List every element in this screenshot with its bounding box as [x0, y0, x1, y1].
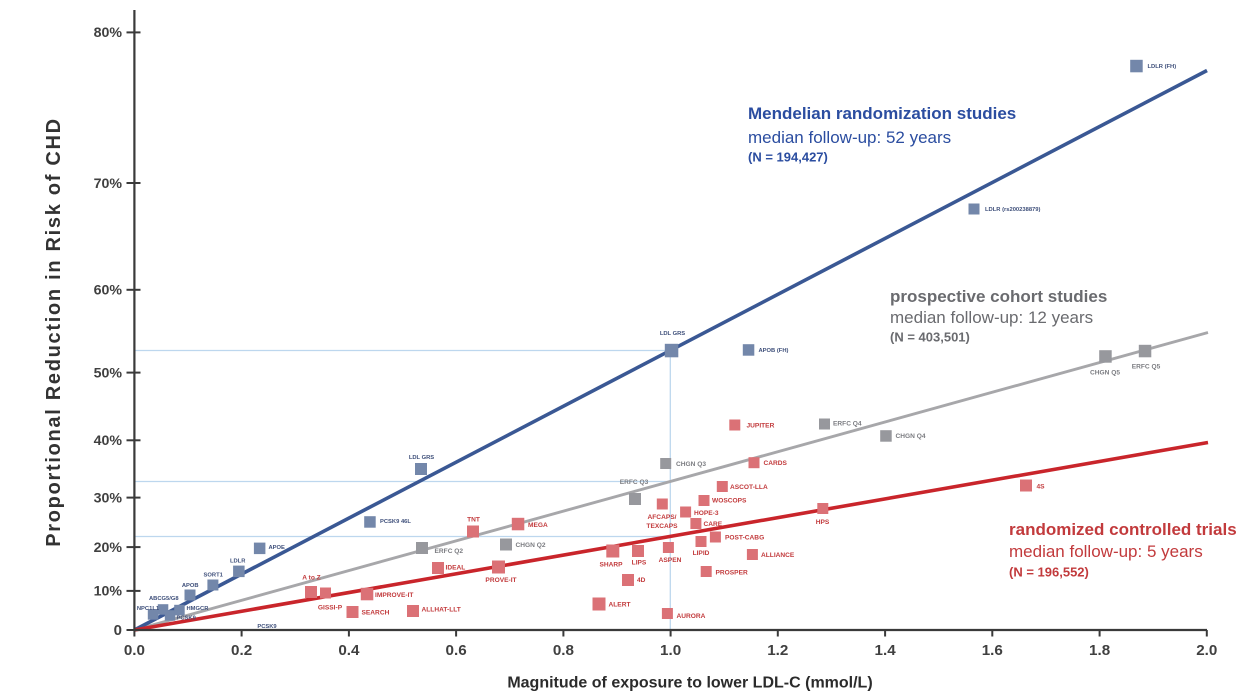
svg-text:80%: 80% [94, 25, 123, 41]
svg-text:1.8: 1.8 [1089, 642, 1110, 659]
svg-text:GISSI-P: GISSI-P [318, 604, 343, 611]
svg-text:4D: 4D [637, 577, 646, 584]
svg-text:ASPEN: ASPEN [659, 557, 682, 564]
svg-text:SHARP: SHARP [599, 561, 623, 568]
svg-text:AFCAPS/: AFCAPS/ [648, 514, 677, 521]
svg-text:LDLR (FH): LDLR (FH) [1148, 64, 1177, 70]
svg-text:TEXCAPS: TEXCAPS [646, 523, 678, 530]
svg-text:HPS: HPS [816, 519, 830, 526]
svg-text:MEGA: MEGA [528, 522, 548, 529]
svg-text:60%: 60% [94, 283, 123, 299]
svg-text:CHGN Q5: CHGN Q5 [1090, 369, 1120, 376]
svg-text:PCSK9: PCSK9 [177, 615, 197, 621]
svg-text:ABCG5/G8: ABCG5/G8 [149, 596, 179, 602]
svg-text:LDL GRS: LDL GRS [409, 455, 434, 461]
svg-text:0.8: 0.8 [553, 642, 574, 659]
svg-text:0.4: 0.4 [338, 642, 360, 659]
svg-text:LIPID: LIPID [693, 550, 710, 557]
svg-text:prospective cohort studies: prospective cohort studies [890, 287, 1107, 306]
svg-text:NPC1L1: NPC1L1 [137, 606, 160, 612]
svg-text:2.0: 2.0 [1196, 642, 1217, 659]
svg-text:WOSCOPS: WOSCOPS [712, 497, 747, 504]
svg-text:HOPE-3: HOPE-3 [694, 510, 719, 517]
svg-text:Magnitude of exposure to lower: Magnitude of exposure to lower LDL-C (mm… [507, 675, 872, 692]
svg-text:APOB: APOB [182, 583, 199, 589]
svg-text:0.0: 0.0 [124, 642, 145, 659]
svg-text:50%: 50% [94, 365, 123, 381]
svg-text:1.0: 1.0 [660, 642, 681, 659]
svg-text:10%: 10% [94, 584, 123, 600]
svg-text:ALLIANCE: ALLIANCE [761, 552, 795, 559]
svg-text:HMGCR: HMGCR [187, 606, 210, 612]
svg-text:1.4: 1.4 [875, 642, 897, 659]
svg-text:ERFC Q3: ERFC Q3 [620, 479, 649, 486]
svg-text:70%: 70% [94, 176, 123, 192]
svg-text:ALLHAT-LLT: ALLHAT-LLT [422, 606, 461, 613]
svg-text:median follow-up: 5 years: median follow-up: 5 years [1009, 542, 1203, 561]
svg-text:median follow-up: 12 years: median follow-up: 12 years [890, 308, 1093, 327]
svg-text:median follow-up: 52 years: median follow-up: 52 years [748, 128, 951, 147]
svg-text:CHGN Q3: CHGN Q3 [676, 461, 706, 468]
svg-text:SEARCH: SEARCH [362, 609, 390, 616]
svg-text:CARDS: CARDS [764, 460, 788, 467]
svg-text:4S: 4S [1037, 483, 1046, 490]
svg-text:JUPITER: JUPITER [747, 422, 775, 429]
svg-text:ERFC Q2: ERFC Q2 [435, 548, 464, 555]
svg-text:ERFC Q4: ERFC Q4 [833, 420, 862, 427]
svg-text:LDL GRS: LDL GRS [660, 331, 685, 337]
svg-text:ALERT: ALERT [609, 601, 631, 608]
svg-text:IDEAL: IDEAL [446, 564, 466, 571]
svg-text:30%: 30% [94, 490, 123, 506]
svg-text:ASCOT-LLA: ASCOT-LLA [730, 484, 768, 491]
svg-text:CHGN Q4: CHGN Q4 [896, 433, 926, 440]
svg-text:PCSK9: PCSK9 [257, 624, 277, 630]
svg-text:IMPROVE-IT: IMPROVE-IT [375, 592, 413, 599]
svg-text:Mendelian randomization studie: Mendelian randomization studies [748, 104, 1016, 123]
svg-text:(N = 194,427): (N = 194,427) [748, 150, 828, 165]
svg-text:AURORA: AURORA [677, 613, 706, 620]
svg-text:ERFC Q5: ERFC Q5 [1132, 363, 1161, 370]
svg-text:0: 0 [114, 622, 122, 639]
svg-text:randomized controlled trials: randomized controlled trials [1009, 520, 1237, 539]
svg-text:(N = 196,552): (N = 196,552) [1009, 565, 1089, 580]
svg-text:1.6: 1.6 [982, 642, 1003, 659]
svg-text:LDLR: LDLR [230, 559, 246, 565]
svg-text:CHGN Q2: CHGN Q2 [516, 542, 546, 549]
svg-text:APOE: APOE [269, 545, 286, 551]
svg-text:SORT1: SORT1 [204, 572, 224, 578]
svg-text:A to Z: A to Z [302, 574, 320, 581]
svg-text:PCSK9 46L: PCSK9 46L [380, 519, 411, 525]
svg-text:Proportional Reduction in Risk: Proportional Reduction in Risk of CHD [43, 117, 65, 547]
svg-text:40%: 40% [94, 433, 123, 449]
svg-text:20%: 20% [94, 540, 123, 556]
svg-text:POST-CABG: POST-CABG [725, 534, 764, 541]
svg-text:LIPS: LIPS [632, 559, 647, 566]
svg-text:TNT: TNT [467, 516, 480, 523]
svg-text:PROSPER: PROSPER [716, 569, 748, 576]
svg-text:1.2: 1.2 [767, 642, 788, 659]
svg-text:LDLR (rs200238879): LDLR (rs200238879) [985, 207, 1040, 213]
svg-text:APOB (FH): APOB (FH) [759, 348, 789, 354]
svg-text:CARE: CARE [704, 521, 723, 528]
svg-text:(N = 403,501): (N = 403,501) [890, 330, 970, 345]
svg-text:0.6: 0.6 [446, 642, 467, 659]
svg-text:PROVE-IT: PROVE-IT [485, 577, 516, 584]
svg-text:0.2: 0.2 [231, 642, 252, 659]
